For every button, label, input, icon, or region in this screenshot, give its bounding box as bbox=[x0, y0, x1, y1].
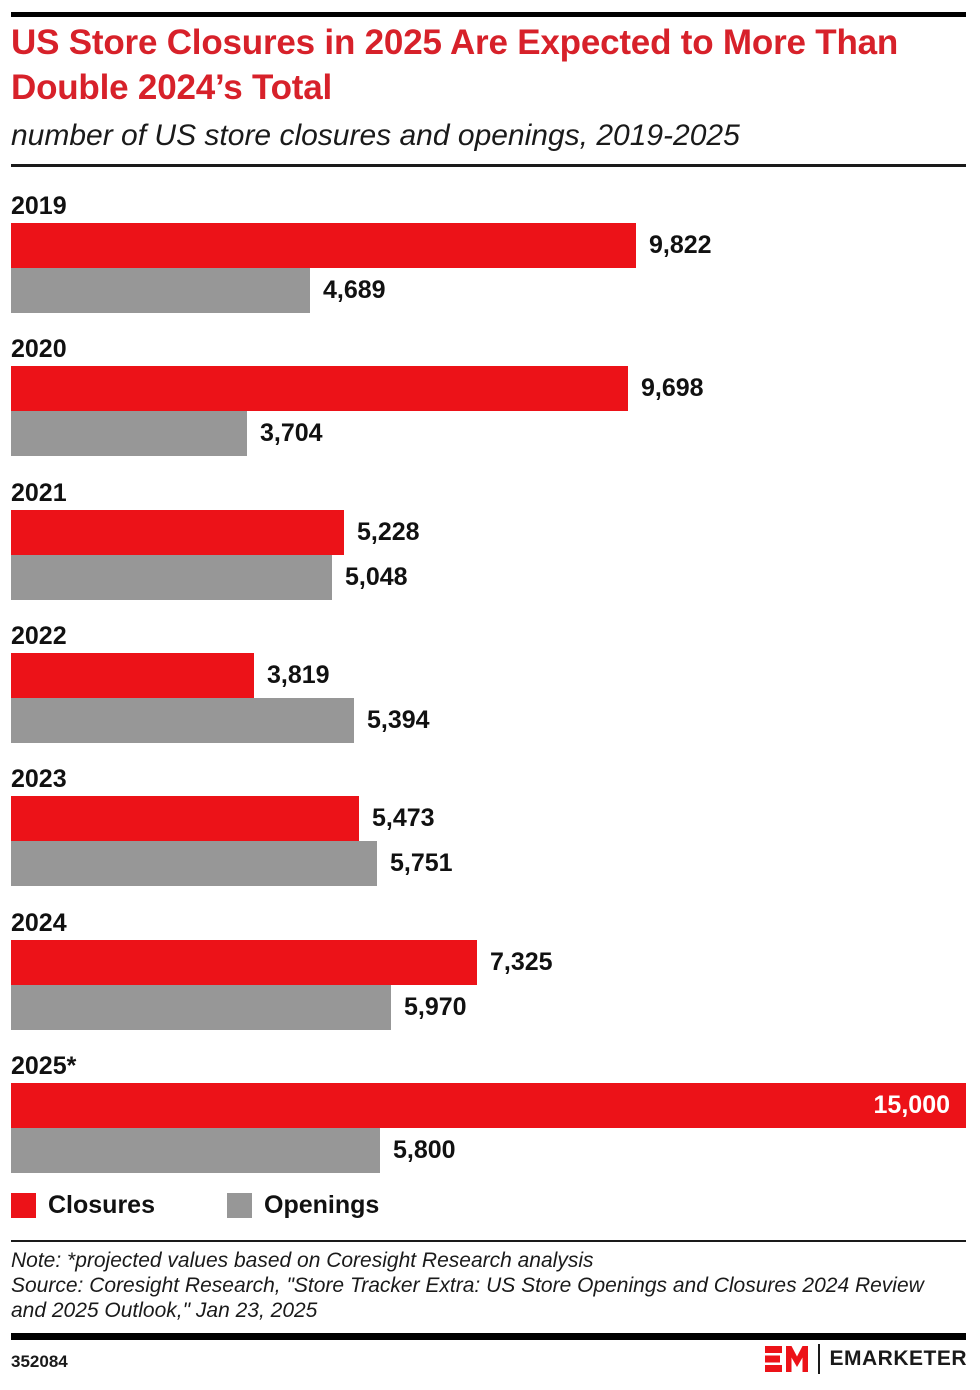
value-label: 5,048 bbox=[345, 562, 408, 591]
value-label: 5,800 bbox=[393, 1135, 456, 1164]
legend-label-closures: Closures bbox=[48, 1191, 155, 1219]
value-label: 9,822 bbox=[649, 231, 712, 259]
openings-bar bbox=[11, 554, 332, 600]
note-rule bbox=[11, 1240, 966, 1242]
openings-bar bbox=[11, 268, 310, 313]
value-label: 7,325 bbox=[490, 947, 553, 976]
year-label: 2024 bbox=[11, 908, 67, 937]
top-rule bbox=[11, 12, 966, 17]
year-label: 2021 bbox=[11, 478, 67, 507]
openings-bar bbox=[11, 411, 247, 457]
emarketer-logo: EMARKETER bbox=[765, 1344, 967, 1374]
closures-bar bbox=[11, 509, 344, 555]
openings-bar bbox=[11, 984, 391, 1030]
value-label: 4,689 bbox=[323, 276, 386, 304]
note-text: Note: *projected values based on Coresig… bbox=[11, 1249, 594, 1272]
brand-name: EMARKETER bbox=[829, 1347, 967, 1370]
closures-swatch-icon bbox=[11, 1193, 36, 1218]
year-label: 2020 bbox=[11, 335, 67, 364]
value-label: 3,819 bbox=[267, 660, 330, 689]
year-label: 2025* bbox=[11, 1051, 77, 1080]
legend-label-openings: Openings bbox=[264, 1191, 380, 1219]
em-monogram-icon bbox=[765, 1346, 809, 1372]
openings-bar bbox=[11, 841, 377, 887]
closures-bar bbox=[11, 223, 636, 268]
year-label: 2022 bbox=[11, 621, 67, 650]
legend-item-openings: Openings bbox=[227, 1191, 379, 1220]
closures-bar bbox=[11, 796, 359, 842]
value-label: 5,394 bbox=[367, 705, 430, 734]
closures-bar bbox=[11, 1082, 966, 1128]
openings-bar bbox=[11, 1127, 380, 1173]
value-label: 5,751 bbox=[390, 849, 453, 878]
legend-item-closures: Closures bbox=[11, 1191, 155, 1220]
closures-bar bbox=[11, 366, 628, 412]
value-label: 5,228 bbox=[357, 517, 420, 546]
subtitle-rule bbox=[11, 164, 966, 167]
value-label: 3,704 bbox=[260, 419, 323, 448]
value-label: 5,473 bbox=[372, 804, 435, 833]
value-label: 5,970 bbox=[404, 992, 467, 1021]
chart-subtitle: number of US store closures and openings… bbox=[11, 119, 740, 152]
value-label: 9,698 bbox=[641, 374, 704, 403]
year-label: 2023 bbox=[11, 765, 67, 794]
value-label: 15,000 bbox=[873, 1090, 950, 1119]
footnotes: Note: *projected values based on Coresig… bbox=[11, 1248, 956, 1323]
source-text: Source: Coresight Research, "Store Track… bbox=[11, 1274, 924, 1322]
year-label: 2019 bbox=[11, 192, 67, 220]
closures-bar bbox=[11, 939, 477, 985]
openings-bar bbox=[11, 697, 354, 743]
page-title: US Store Closures in 2025 Are Expected t… bbox=[11, 23, 899, 107]
chart: 2019 9,822 4,689 2020 9,698 3,704 2021 5,228 5,0… bbox=[11, 192, 966, 1173]
openings-swatch-icon bbox=[227, 1193, 252, 1218]
chart-id: 352084 bbox=[11, 1352, 68, 1371]
logo-divider bbox=[818, 1344, 821, 1374]
bottom-rule bbox=[11, 1333, 966, 1340]
closures-bar bbox=[11, 652, 254, 698]
